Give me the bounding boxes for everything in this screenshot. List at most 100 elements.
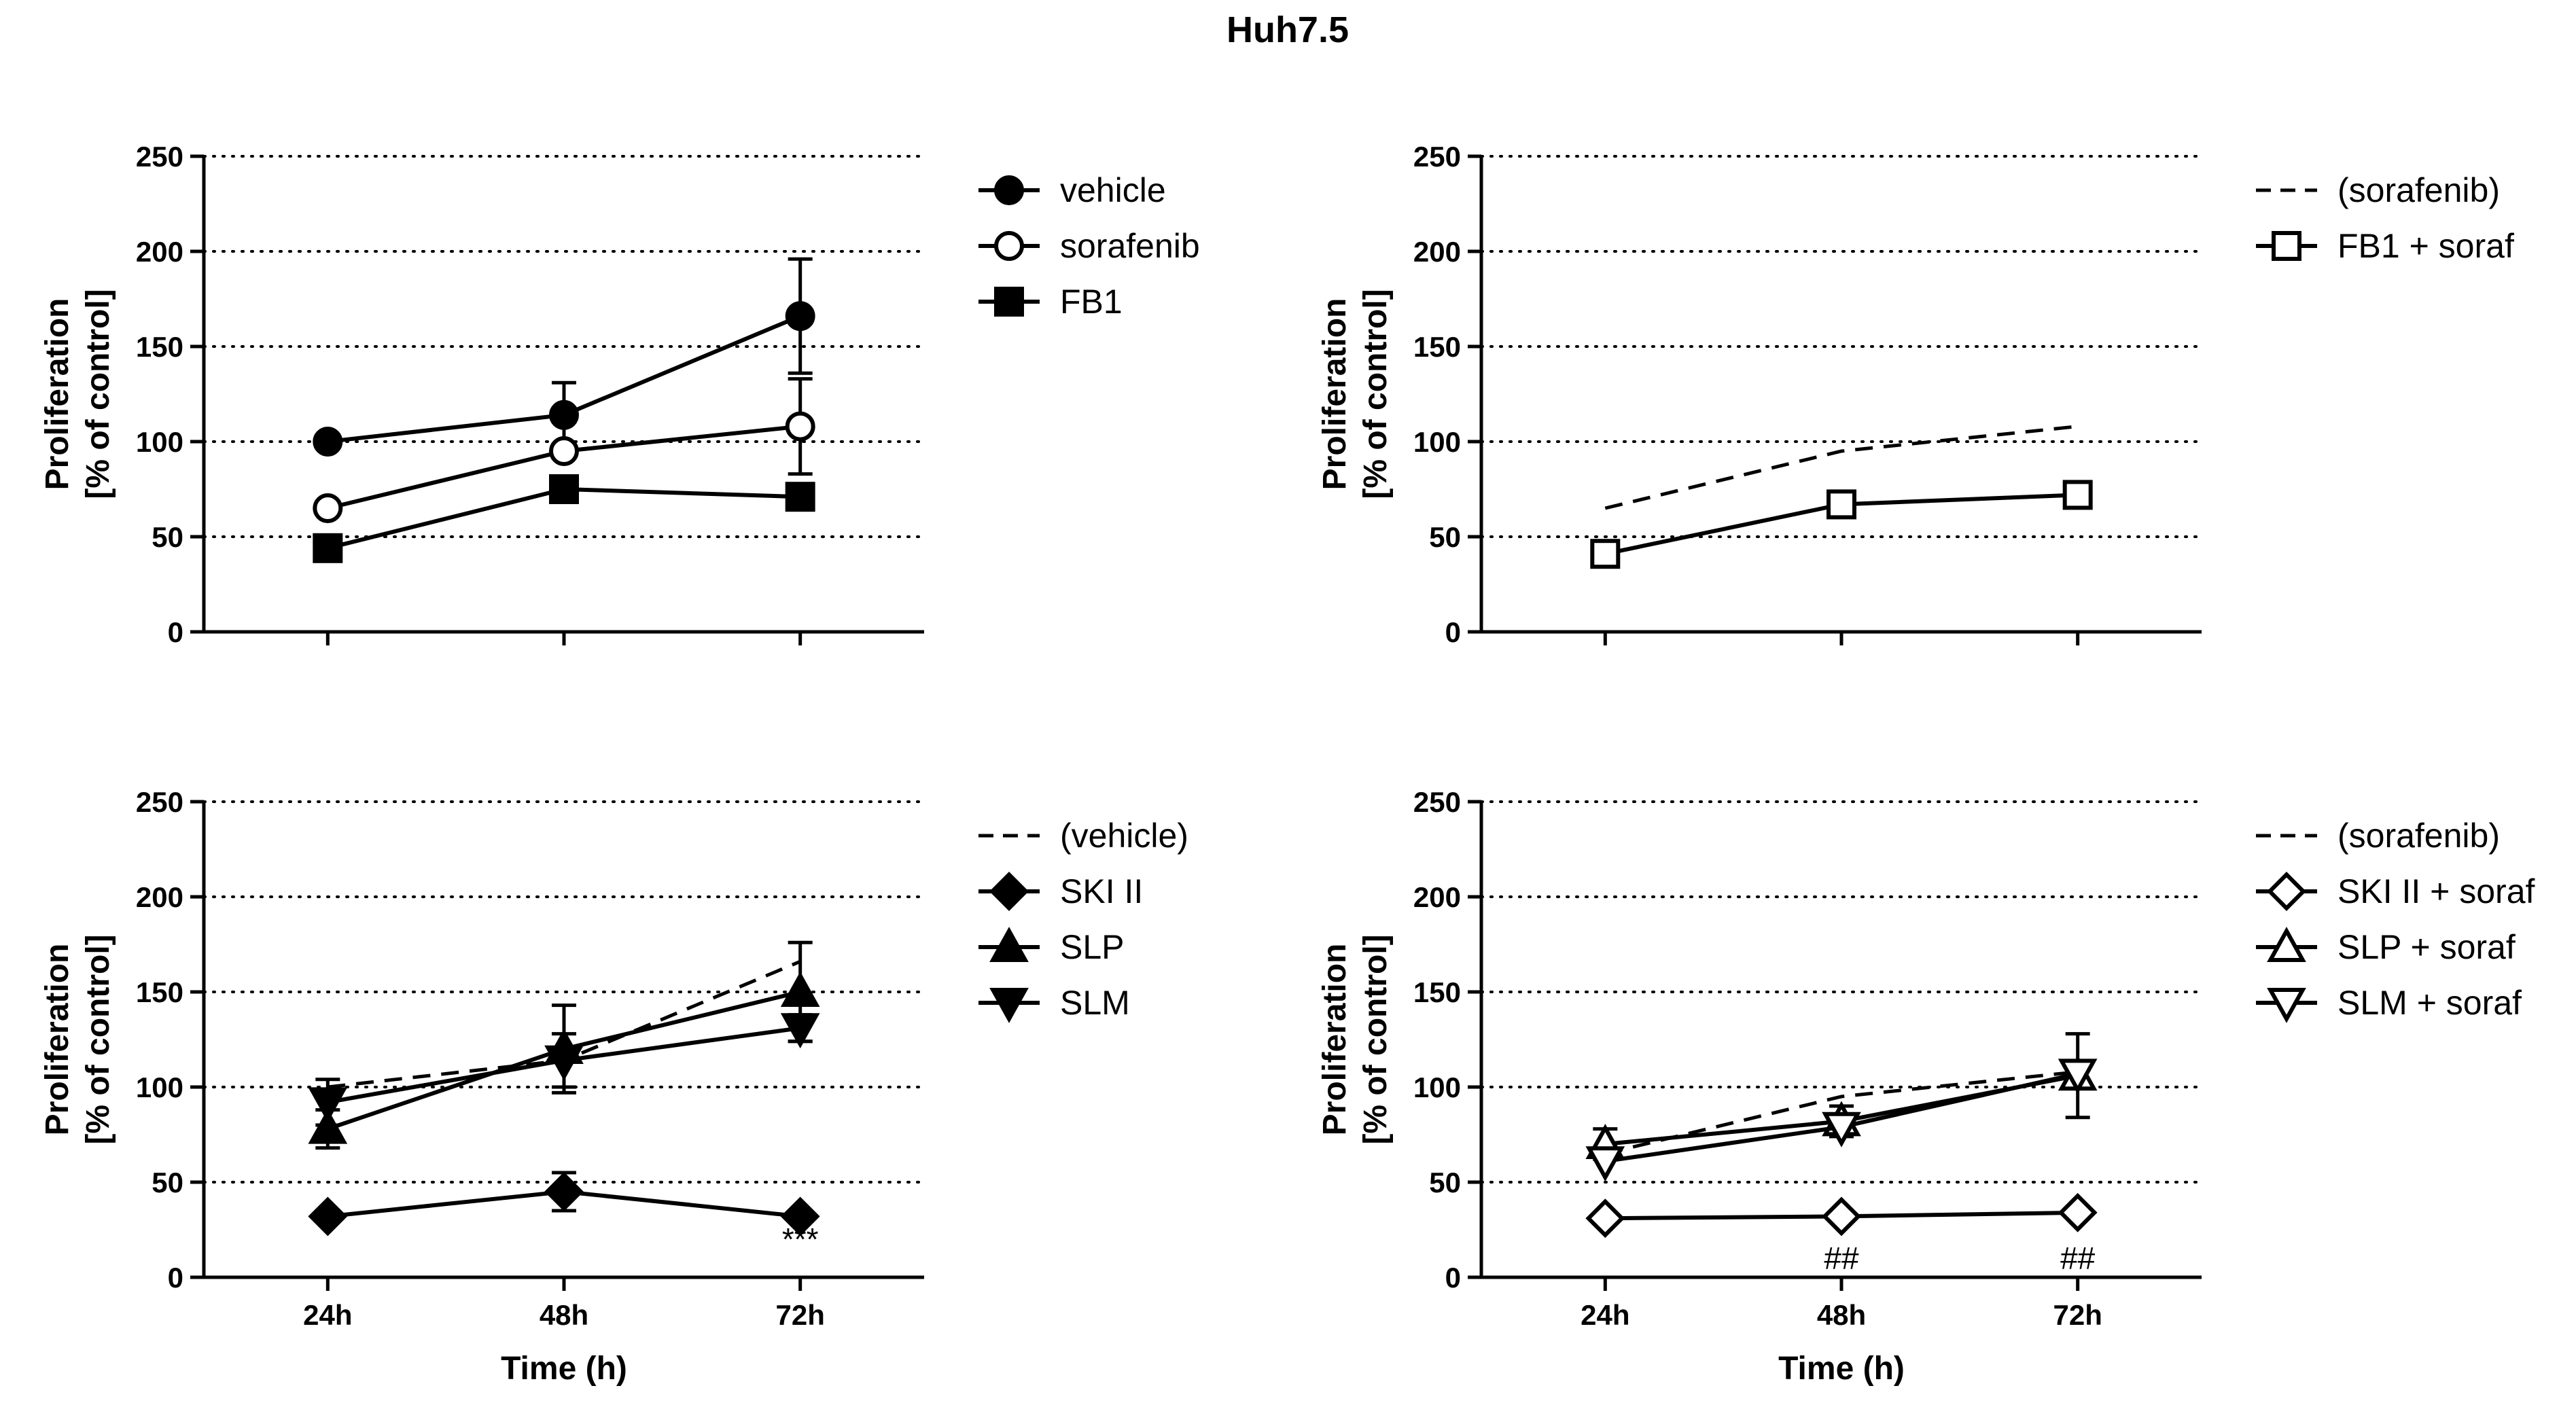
- y-axis-label-line: [% of control]: [80, 934, 116, 1144]
- y-axis-label: Proliferation [% of control]: [1317, 934, 1394, 1144]
- chart-panel-top-right: 0 50 100 150 200 250 Proliferation [% of contro…: [1317, 141, 2514, 648]
- legend-label: (sorafenib): [2337, 171, 2500, 209]
- figure-title: Huh7.5: [1227, 10, 1349, 50]
- y-tick-label: 200: [1413, 881, 1461, 913]
- legend-item: SLP: [978, 927, 1125, 966]
- legend-item: (vehicle): [978, 817, 1188, 855]
- legend-item: FB1: [978, 283, 1123, 321]
- y-tick-label: 0: [1445, 1262, 1461, 1294]
- y-tick-label: 100: [136, 426, 183, 458]
- series-fb1: [313, 474, 815, 563]
- legend-item: FB1 + soraf: [2256, 227, 2514, 265]
- legend-label: SKI II + soraf: [2337, 872, 2535, 910]
- y-axis-label-line: Proliferation: [1317, 944, 1353, 1136]
- data-point: [313, 427, 343, 457]
- y-axis-label-line: Proliferation: [39, 944, 75, 1136]
- legend-marker: [2267, 872, 2306, 911]
- data-point: [780, 972, 820, 1007]
- y-tick-label: 150: [136, 976, 183, 1008]
- data-point: [549, 436, 579, 466]
- y-tick-label: 0: [168, 616, 183, 648]
- y-axis-label: Proliferation [% of control]: [1317, 289, 1394, 499]
- x-tick-label: 24h: [303, 1299, 352, 1331]
- data-point: [780, 1196, 820, 1237]
- y-tick-label: 0: [168, 1262, 183, 1294]
- y-axis-label: Proliferation [% of control]: [39, 289, 116, 499]
- legend-item: vehicle: [978, 171, 1166, 209]
- legend-item: SLM: [978, 984, 1130, 1023]
- x-axis-label: Time (h): [1778, 1351, 1905, 1387]
- data-point: [1822, 1111, 1861, 1148]
- series-vehicle: [313, 257, 815, 457]
- legend-label: SLP + soraf: [2337, 928, 2516, 966]
- data-point: [308, 1087, 348, 1123]
- legend-label: (sorafenib): [2337, 817, 2500, 855]
- legend-item: (sorafenib): [2256, 171, 2500, 209]
- legend-marker: [989, 927, 1029, 962]
- y-tick-label: 50: [152, 1167, 183, 1198]
- legend: (vehicle) SKI II SLP SLM: [978, 817, 1188, 1023]
- data-point: [785, 301, 815, 332]
- y-tick-label: 200: [136, 881, 183, 913]
- legend-item: SKI II + soraf: [2256, 872, 2535, 911]
- y-tick-label: 100: [136, 1071, 183, 1103]
- data-point: [1827, 489, 1856, 520]
- significance-annotation: ##: [2060, 1241, 2096, 1276]
- x-axis-label: Time (h): [501, 1351, 627, 1387]
- data-point: [2058, 1059, 2098, 1095]
- x-tick-label: 72h: [775, 1299, 824, 1331]
- significance-annotation: ##: [1824, 1241, 1859, 1276]
- y-tick-label: 250: [136, 141, 183, 173]
- y-tick-label: 200: [136, 236, 183, 268]
- x-tick-label: 48h: [1817, 1299, 1866, 1331]
- chart-panel-bottom-left: 0 50 100 150 200 250 24h 48h 72h Proliferation [% …: [39, 786, 1188, 1387]
- y-tick-label: 250: [1413, 141, 1461, 173]
- data-point: [780, 1013, 820, 1049]
- legend-label: FB1 + soraf: [2337, 227, 2514, 265]
- data-point: [1585, 1198, 1625, 1239]
- y-axis-label-line: [% of control]: [1358, 289, 1394, 499]
- y-axis-label-line: Proliferation: [39, 298, 75, 491]
- legend-marker: [2267, 988, 2306, 1023]
- y-tick-label: 50: [152, 521, 183, 553]
- legend-label: FB1: [1060, 283, 1123, 321]
- y-tick-label: 150: [1413, 976, 1461, 1008]
- series-ski-ii-soraf: [1585, 1192, 2098, 1239]
- legend-item: (sorafenib): [2256, 817, 2500, 855]
- data-point: [1822, 1196, 1861, 1237]
- legend-marker: [2267, 927, 2306, 962]
- chart-panel-top-left: 0 50 100 150 200 250 Proliferation [% of contro…: [39, 141, 1200, 648]
- series-ski-ii: [308, 1171, 820, 1237]
- data-point: [1590, 539, 1621, 569]
- data-point: [313, 493, 343, 523]
- legend-marker: [994, 231, 1024, 261]
- data-point: [308, 1108, 348, 1144]
- legend: (sorafenib) SKI II + soraf SLP + soraf SLM …: [2256, 817, 2535, 1023]
- y-tick-label: 250: [1413, 786, 1461, 818]
- y-axis-label-line: Proliferation: [1317, 298, 1353, 491]
- x-tick-label: 72h: [2053, 1299, 2102, 1331]
- legend-label: SLM: [1060, 984, 1130, 1022]
- legend-item: SKI II: [978, 872, 1143, 911]
- y-tick-label: 250: [136, 786, 183, 818]
- legend-item: SLM + soraf: [2256, 984, 2522, 1023]
- chart-panel-bottom-right: 0 50 100 150 200 250 24h 48h 72h Proliferation [% …: [1317, 786, 2535, 1387]
- x-tick-label: 24h: [1581, 1299, 1629, 1331]
- legend-marker: [994, 287, 1024, 317]
- legend-marker: [989, 872, 1029, 911]
- data-point: [2062, 480, 2093, 510]
- data-point: [549, 399, 579, 430]
- legend-item: SLP + soraf: [2256, 927, 2516, 966]
- legend: vehicle sorafenib FB1: [978, 171, 1200, 321]
- data-point: [313, 533, 343, 563]
- legend-marker: [994, 175, 1024, 205]
- legend-label: sorafenib: [1060, 227, 1200, 265]
- series-slm: [308, 1013, 820, 1127]
- y-tick-label: 150: [136, 331, 183, 363]
- series-fb1-soraf: [1590, 480, 2093, 569]
- series-line: [1604, 1070, 2078, 1156]
- series-sorafenib: [313, 377, 815, 523]
- data-point: [2058, 1192, 2098, 1232]
- y-axis-label: Proliferation [% of control]: [39, 934, 116, 1144]
